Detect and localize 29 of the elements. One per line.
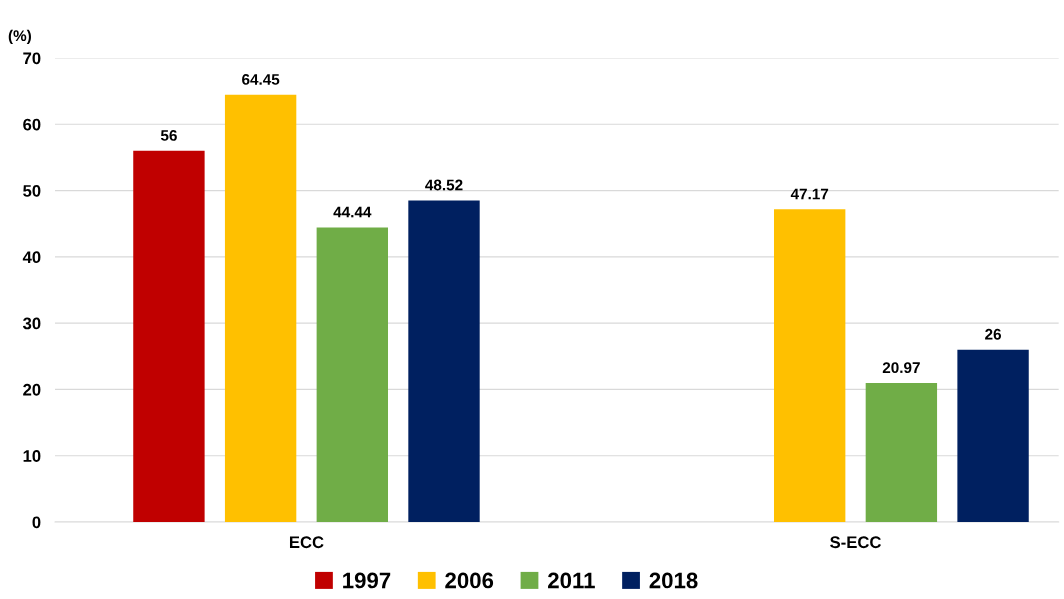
data-label: 47.17	[790, 188, 829, 200]
y-tick-label: 50	[23, 184, 41, 197]
bar	[957, 349, 1029, 522]
y-tick-label: 20	[23, 383, 41, 396]
data-label: 48.52	[425, 179, 463, 191]
bar	[133, 150, 205, 522]
y-tick-label: 10	[23, 450, 41, 462]
bar	[224, 94, 297, 522]
x-tick-label: S-ECC	[830, 536, 881, 549]
legend-label: 2006	[445, 572, 494, 589]
y-tick-label: 30	[22, 317, 41, 330]
x-tick-label: ECC	[289, 536, 324, 549]
data-label: 20.97	[882, 362, 920, 374]
bar	[316, 227, 388, 522]
data-label: 44.44	[333, 206, 372, 218]
data-label: 26	[985, 328, 1002, 340]
y-tick-label: 40	[22, 251, 41, 264]
y-tick-label: 60	[23, 118, 41, 131]
data-label: 64.45	[242, 74, 280, 85]
legend-label: 2018	[649, 572, 698, 589]
bar	[865, 383, 938, 522]
legend-label: 1997	[343, 572, 391, 589]
bar	[773, 209, 846, 522]
y-tick-label: 70	[23, 52, 41, 65]
data-label: 56	[160, 130, 177, 141]
bar	[408, 200, 480, 522]
y-axis-title: (%)	[8, 29, 31, 45]
y-tick-label: 0	[32, 516, 41, 529]
legend-label: 2011	[548, 572, 595, 589]
